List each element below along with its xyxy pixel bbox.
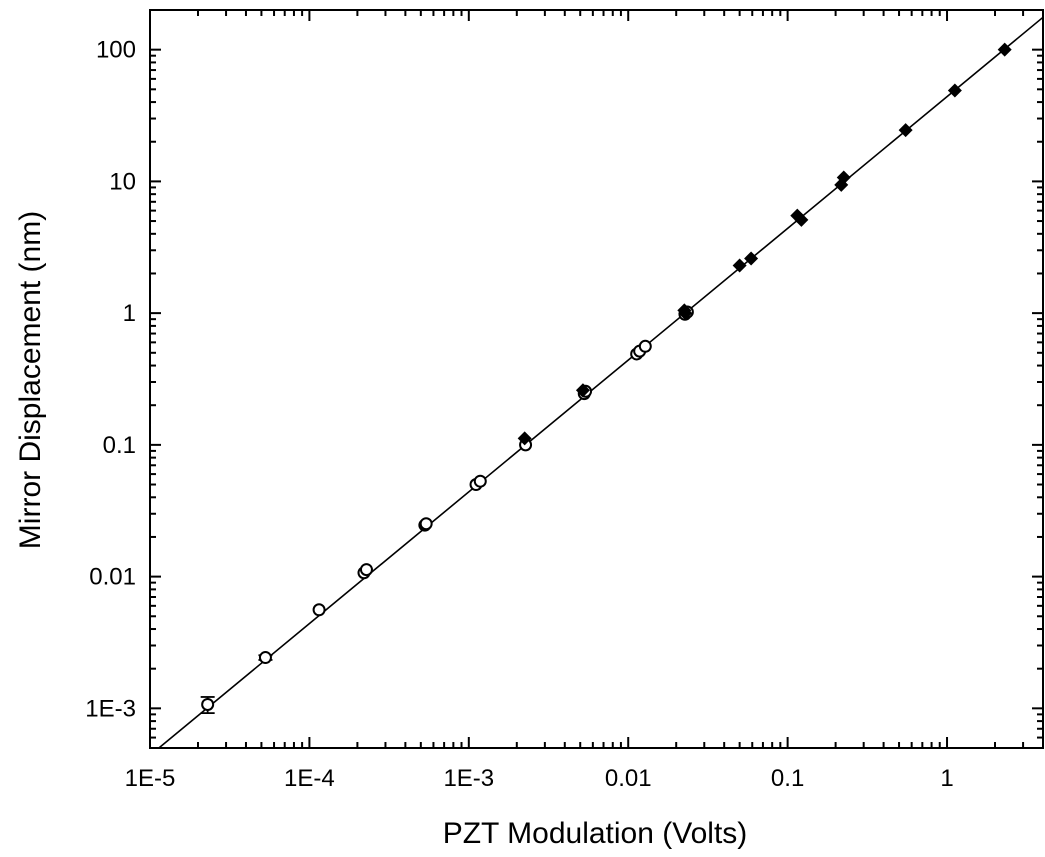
axes <box>149 9 1044 749</box>
filled-diamond-point <box>794 212 809 227</box>
filled-diamond-point <box>517 431 532 446</box>
filled-diamond-point <box>947 83 962 98</box>
filled-diamond-point <box>678 306 693 321</box>
filled-diamond-point <box>744 251 759 266</box>
x-tick-label: 1 <box>940 765 953 792</box>
open-circle-point <box>473 474 487 488</box>
y-tick-label: 1E-3 <box>85 695 136 722</box>
fit-line-group <box>158 16 1044 749</box>
filled-diamond-point <box>836 170 851 185</box>
x-tick-label: 0.01 <box>605 765 652 792</box>
tick-labels: 1E-5 1E-4 1E-3 0.01 0.1 1 1E-3 0.01 0.1 1 10 100 <box>85 37 953 792</box>
y-axis-title: Mirror Displacement (nm) <box>14 211 47 549</box>
x-tick-label: 1E-5 <box>125 765 176 792</box>
x-tick-label: 0.1 <box>771 765 804 792</box>
y-tick-label: 1 <box>123 300 136 327</box>
x-tick-label: 1E-4 <box>284 765 335 792</box>
y-tick-label: 100 <box>96 37 136 64</box>
ticks <box>149 9 1044 749</box>
filled-diamond-point <box>732 258 747 273</box>
open-circle-point <box>201 697 215 711</box>
open-circle-point <box>258 651 272 665</box>
filled-diamond-point <box>575 383 590 398</box>
filled-diamond-point <box>898 123 913 138</box>
y-tick-label: 0.1 <box>103 432 136 459</box>
open-circle-point <box>312 603 326 617</box>
y-tick-label: 0.01 <box>89 564 136 591</box>
x-axis-title: PZT Modulation (Volts) <box>443 817 748 850</box>
y-tick-label: 10 <box>109 168 136 195</box>
open-circle-point <box>419 517 433 531</box>
filled-diamond-point <box>997 42 1012 57</box>
x-tick-label: 1E-3 <box>443 765 494 792</box>
open-circle-point <box>359 563 373 577</box>
fit-line <box>158 16 1044 749</box>
open-circle-point <box>638 339 652 353</box>
data-points <box>200 42 1012 715</box>
plot-frame <box>149 9 1044 749</box>
